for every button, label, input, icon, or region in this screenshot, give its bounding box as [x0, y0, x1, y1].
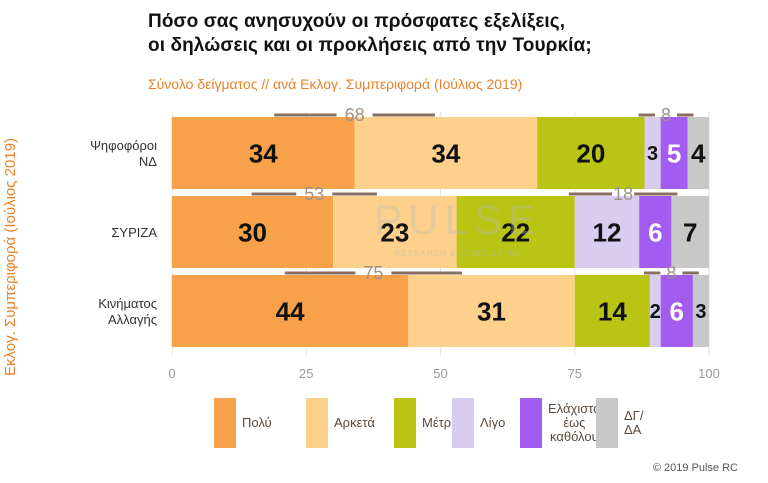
total-label: 8	[661, 105, 671, 125]
legend-label-line: Ελάχιστα	[548, 401, 601, 416]
data-label: 12	[593, 217, 622, 247]
total-label: 75	[363, 263, 383, 283]
bar-segment	[639, 196, 672, 268]
category-label: Κινήματος	[98, 296, 157, 311]
category-label: ΣΥΡΙΖΑ	[111, 225, 157, 240]
bar-segment	[574, 196, 640, 268]
legend-label-line: καθόλου	[549, 429, 599, 444]
legend-label: ΔΓ/ΔΑ	[624, 408, 644, 437]
data-label: 2	[650, 301, 661, 323]
bar-segment	[671, 196, 709, 268]
bar-segment	[692, 275, 709, 347]
data-label: 34	[431, 138, 460, 168]
x-tick-label: 75	[568, 366, 582, 381]
bar-segment	[172, 117, 355, 189]
total-label: 18	[613, 184, 633, 204]
data-label: 30	[238, 217, 267, 247]
legend-swatch	[306, 398, 328, 448]
data-label: 23	[380, 217, 409, 247]
legend-label: Ελάχιστα έως καθόλου	[548, 398, 601, 448]
copyright-credit: © 2019 Pulse RC	[652, 462, 738, 474]
legend-label: Πολύ	[242, 415, 272, 430]
bar-segment	[687, 117, 709, 189]
category-label: Αλλαγής	[108, 312, 157, 327]
bar-segment	[537, 117, 645, 189]
data-label: 22	[501, 217, 530, 247]
watermark-logo-text: PULSE	[374, 196, 542, 243]
data-label: 44	[276, 296, 305, 326]
data-label: 20	[576, 138, 605, 168]
total-label: 8	[666, 263, 676, 283]
chart-title: Πόσο σας ανησυχούν οι πρόσφατες εξελίξει…	[148, 10, 708, 58]
bar-segment	[354, 117, 538, 189]
legend-label: Λίγο	[480, 415, 506, 430]
data-label: 7	[683, 217, 697, 247]
data-label: 31	[477, 296, 506, 326]
chart-subtitle: Σύνολο δείγματος // ανά Εκλογ. Συμπεριφο…	[148, 76, 523, 92]
legend-label: Μέτρια	[422, 415, 462, 430]
bar-segment	[660, 275, 693, 347]
legend-swatch	[452, 398, 474, 448]
x-tick-label: 100	[698, 366, 720, 381]
legend-swatch	[596, 398, 618, 448]
bar-segment	[172, 275, 409, 347]
bar-segment	[456, 196, 575, 268]
chart-title-line-1: Πόσο σας ανησυχούν οι πρόσφατες εξελίξει…	[148, 11, 566, 32]
data-label: 3	[647, 143, 658, 165]
data-label: 14	[598, 296, 627, 326]
bar-segment	[660, 117, 688, 189]
chart-title-line-2: οι δηλώσεις και οι προκλήσεις από την Το…	[148, 35, 592, 56]
category-label: Ψηφοφόροι	[90, 138, 157, 153]
x-tick-label: 25	[299, 366, 313, 381]
data-label: 4	[691, 138, 706, 168]
legend-label: Αρκετά	[334, 415, 375, 430]
data-label: 3	[695, 301, 706, 323]
bar-segment	[333, 196, 457, 268]
data-label: 6	[670, 296, 684, 326]
x-tick-label: 50	[433, 366, 447, 381]
bar-segment	[574, 275, 650, 347]
total-label: 53	[304, 184, 324, 204]
legend-swatch	[214, 398, 236, 448]
data-label: 6	[648, 217, 662, 247]
watermark-logo-subtext: RESEARCH & CONSULTING	[394, 249, 521, 258]
legend-swatch	[394, 398, 416, 448]
bar-segment	[408, 275, 575, 347]
data-label: 34	[249, 138, 278, 168]
legend-label-line: έως	[563, 415, 586, 430]
total-label: 68	[345, 105, 365, 125]
data-label: 5	[667, 138, 681, 168]
bar-segment	[644, 117, 661, 189]
bar-segment	[649, 275, 661, 347]
bar-segment	[172, 196, 334, 268]
category-label: ΝΔ	[139, 154, 157, 169]
x-tick-label: 0	[168, 366, 175, 381]
legend-swatch	[520, 398, 542, 448]
